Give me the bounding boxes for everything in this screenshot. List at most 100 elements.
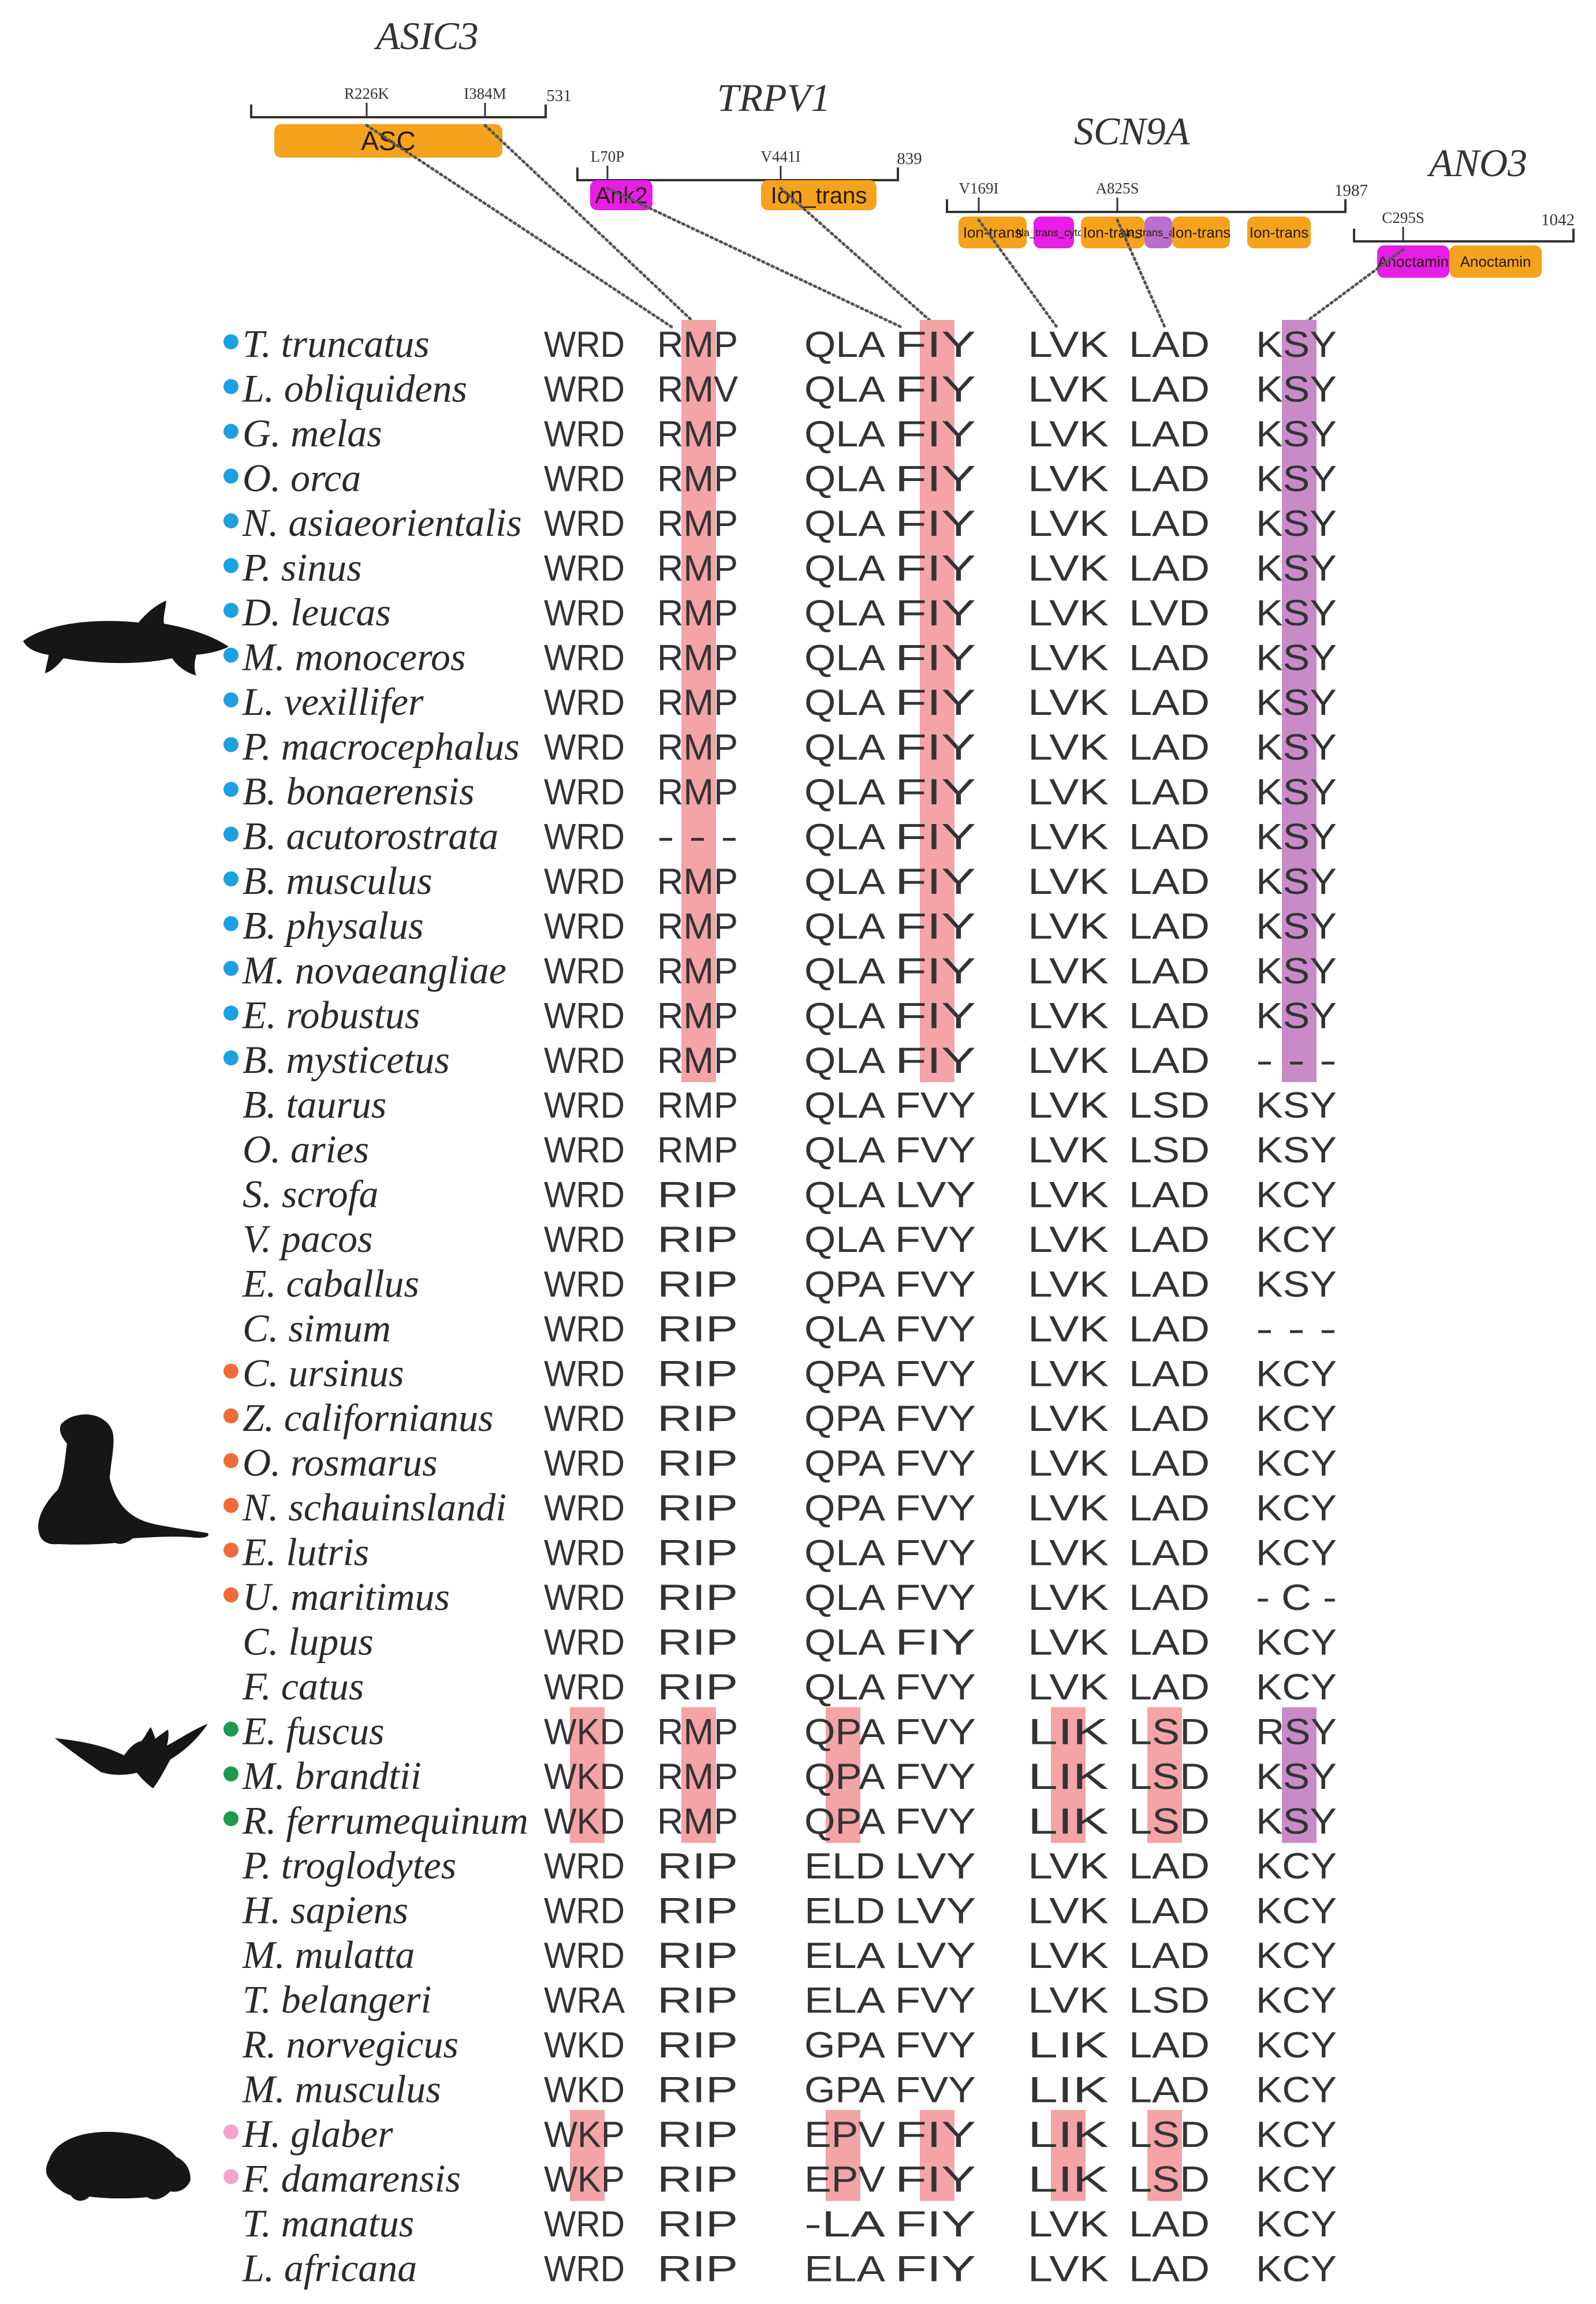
sequence-cell: RIP (657, 2025, 738, 2066)
sequence-cell: LAD (1129, 1846, 1210, 1887)
species-name: L. obliquidens (242, 367, 467, 411)
sequence-cell: LAD (1129, 459, 1210, 499)
alignment-row: F. catus WRD RIP QLA FVY LVK LAD KCY (242, 1664, 1337, 1708)
alignment-row: L. vexillifer WRD RMP QLA FIY LVK LAD KSY (223, 680, 1337, 724)
sequence-cell: RMP (657, 459, 738, 499)
alignment-row: C. lupus WRD RIP QLA FIY LVK LAD KCY (243, 1620, 1337, 1664)
sequence-cell: KCY (1256, 1175, 1337, 1216)
sequence-cell: KSY (1256, 504, 1337, 544)
sequence-cell: LVK (1028, 1891, 1109, 1932)
sequence-cell: RMP (657, 1802, 738, 1842)
sequence-cell: KCY (1256, 1444, 1337, 1484)
species-name: M. brandtii (242, 1754, 422, 1798)
sequence-cell: QLA (804, 1086, 885, 1126)
sequence-cell: WRD (544, 2249, 625, 2290)
sequence-cell: QLA (804, 325, 885, 365)
sequence-cell: LAD (1129, 638, 1210, 678)
domain-label: Ion-trans (1250, 224, 1309, 241)
sequence-cell: QPA (804, 1399, 885, 1439)
sequence-cell: RIP (657, 2160, 738, 2200)
alignment-row: P. troglodytes WRD RIP ELD LVY LVK LAD KCY (242, 1843, 1337, 1887)
sequence-cell: KCY (1256, 2249, 1337, 2290)
sequence-cell: WRD (544, 549, 625, 589)
sequence-cell: WKD (544, 1712, 625, 1753)
species-name: B. taurus (243, 1083, 386, 1127)
sequence-cell: QLA (804, 951, 885, 991)
sequence-cell: FVY (895, 1354, 976, 1395)
highlight-bar (570, 1707, 605, 1843)
highlight-bar (920, 320, 954, 1082)
site-label: C295S (1382, 209, 1425, 226)
sequence-cell: WRD (544, 370, 625, 410)
group-dot (223, 871, 238, 886)
sequence-cell: FVY (895, 1399, 976, 1439)
sequence-cell: KCY (1256, 1354, 1337, 1395)
sequence-cell: FVY (895, 1802, 976, 1842)
sequence-cell: LSD (1129, 1130, 1210, 1170)
group-dot (223, 961, 238, 976)
sequence-cell: FIY (895, 817, 976, 858)
sequence-cell: RMP (657, 683, 738, 723)
site-connector (483, 124, 700, 329)
species-name: B. bonaerensis (243, 769, 475, 813)
sequence-cell: LVK (1028, 1309, 1109, 1349)
sequence-cell: FVY (895, 1265, 976, 1305)
group-dot (223, 737, 238, 752)
alignment-row: E. robustus WRD RMP QLA FIY LVK LAD KSY (223, 993, 1337, 1037)
sequence-cell: WRD (544, 2204, 625, 2245)
group-dot (223, 1453, 238, 1468)
sequence-cell: WKD (544, 2025, 625, 2066)
sequence-cell: KSY (1256, 549, 1337, 589)
sequence-cell: WRD (544, 1265, 625, 1305)
alignment-row: D. leucas WRD RMP QLA FIY LVK LVD KSY (223, 590, 1337, 634)
sequence-cell: WRD (544, 907, 625, 947)
alignment-row: O. rosmarus WRD RIP QPA FVY LVK LAD KCY (223, 1441, 1337, 1485)
gene-name: ANO3 (1427, 141, 1527, 185)
sequence-cell: WRD (544, 1444, 625, 1484)
domain-box (1449, 245, 1542, 278)
gene-ano3: ANO3 1042 C295S Anoctamin Anoctamin (1353, 141, 1575, 278)
sequence-cell: WRD (544, 593, 625, 633)
sequence-cell: RMP (657, 1086, 738, 1126)
sequence-cell: LSD (1129, 2115, 1210, 2155)
site-connector (779, 187, 939, 329)
species-name: N. schauinslandi (242, 1485, 506, 1529)
sequence-cell: KCY (1256, 1399, 1337, 1439)
animal-silhouettes (23, 601, 229, 2201)
alignment-row: V. pacos WRD RIP QLA FVY LVK LAD KCY (243, 1217, 1337, 1261)
gene-length: 1042 (1541, 211, 1575, 229)
alignment-row: E. fuscus WKD RMP QPA FVY LIK LSD RSY (223, 1709, 1337, 1753)
sequence-cell: LAD (1129, 504, 1210, 544)
sequence-cell: RMP (657, 1712, 738, 1753)
alignment-row: T. belangeri WRA RIP ELA FVY LVK LSD KCY (243, 1978, 1337, 2022)
sequence-cell: LAD (1129, 370, 1210, 410)
sequence-cell: KCY (1256, 1667, 1337, 1708)
sequence-cell: LAD (1129, 1444, 1210, 1484)
site-label: R226K (344, 85, 390, 102)
alignment-row: C. simum WRD RIP QLA FVY LVK LAD - - - (243, 1306, 1337, 1350)
gene-name: SCN9A (1074, 109, 1190, 153)
sequence-cell: LSD (1129, 1086, 1210, 1126)
sequence-cell: RMP (657, 325, 738, 365)
highlight-bar (1147, 2110, 1182, 2201)
sequence-cell: WRD (544, 1041, 625, 1081)
sequence-cell: QPA (804, 1488, 885, 1528)
species-name: E. robustus (242, 993, 420, 1037)
group-dot (223, 2169, 238, 2184)
sequence-cell: LVK (1028, 1667, 1109, 1708)
sequence-cell: WRD (544, 683, 625, 723)
sequence-cell: RMP (657, 593, 738, 633)
domain-label: Anoctamin (1460, 253, 1531, 270)
site-connector (1297, 248, 1405, 329)
sequence-cell: KCY (1256, 1981, 1337, 2021)
sequence-cell: LAD (1129, 996, 1210, 1037)
sequence-cell: ELD (804, 1891, 885, 1932)
sequence-cell: WRD (544, 1488, 625, 1528)
alignment-row: M. brandtii WKD RMP QPA FVY LIK LSD KSY (223, 1754, 1337, 1798)
sequence-cell: LVK (1028, 907, 1109, 947)
sequence-cell: LVK (1028, 2249, 1109, 2290)
sequence-cell: LVK (1028, 325, 1109, 365)
sequence-cell: FIY (895, 683, 976, 723)
sequence-cell: RIP (657, 1936, 738, 1976)
